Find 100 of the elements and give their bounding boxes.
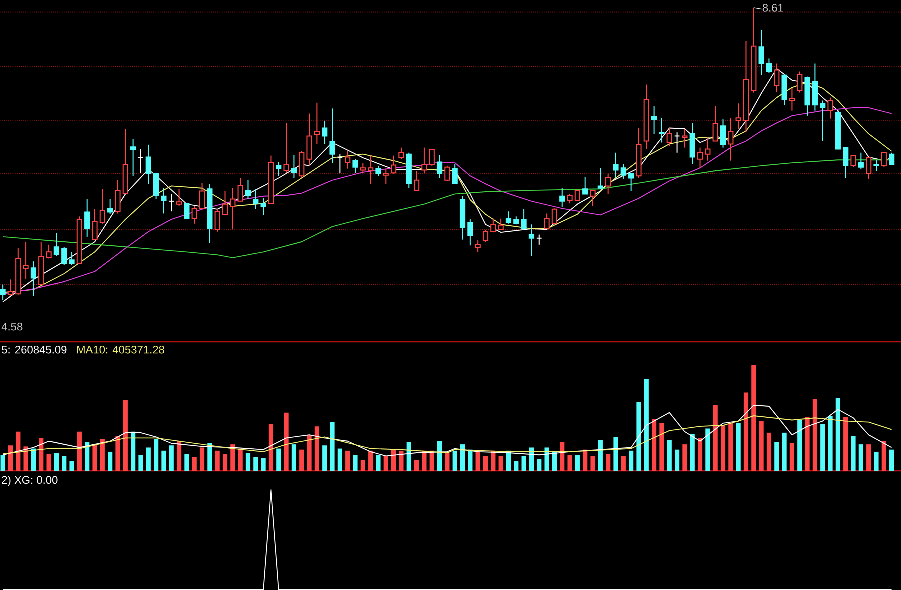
bar	[77, 432, 82, 472]
bar	[123, 400, 128, 472]
bar	[568, 455, 572, 472]
bar	[552, 452, 557, 472]
bar	[874, 452, 879, 472]
annotation: 8.61	[762, 4, 784, 12]
candlestick	[828, 97, 834, 120]
bar	[338, 448, 342, 472]
bar	[851, 436, 856, 472]
text: 2) XG: 0.00	[2, 476, 58, 486]
candlestick	[100, 188, 106, 224]
bar	[644, 378, 649, 472]
candlestick	[452, 164, 458, 185]
bar	[844, 417, 848, 472]
candlestick	[598, 168, 604, 190]
candlestick	[690, 122, 696, 165]
bar	[636, 402, 642, 472]
candlestick	[322, 120, 328, 145]
candlestick	[628, 172, 634, 192]
candlestick	[376, 165, 382, 177]
bar	[882, 441, 886, 472]
bar	[138, 455, 144, 472]
candlestick	[606, 173, 612, 195]
candlestick	[712, 106, 718, 142]
candlestick	[820, 100, 826, 142]
bar	[621, 456, 626, 472]
candlestick	[276, 162, 282, 177]
candlestick	[306, 113, 312, 166]
candlestick	[337, 154, 344, 174]
candlestick	[620, 164, 626, 180]
candlestick	[8, 279, 14, 297]
candlestick	[398, 147, 404, 160]
bar	[805, 417, 810, 472]
bar	[560, 442, 565, 472]
bar	[46, 454, 52, 472]
bar	[422, 450, 427, 472]
bar	[690, 434, 695, 472]
bar	[437, 441, 442, 472]
bar	[292, 444, 296, 472]
candlestick	[528, 224, 535, 258]
bar	[176, 441, 182, 472]
candlestick	[766, 58, 772, 74]
bar	[392, 450, 396, 472]
bar	[790, 444, 795, 472]
bar	[54, 453, 59, 472]
candlestick	[720, 119, 726, 148]
bar	[598, 440, 603, 472]
bar	[261, 458, 266, 472]
candlestick	[130, 138, 136, 177]
candlestick	[506, 211, 512, 224]
bar	[720, 426, 726, 472]
candlestick	[92, 208, 98, 240]
bar	[322, 446, 328, 472]
bar	[736, 423, 741, 472]
bar	[384, 456, 388, 472]
bar	[728, 423, 734, 472]
candlestick	[560, 188, 566, 208]
bar	[866, 444, 872, 472]
bar	[360, 460, 366, 472]
bar	[752, 365, 756, 472]
bar	[544, 448, 550, 472]
candlestick	[168, 194, 175, 212]
bar	[583, 450, 588, 472]
bar	[208, 444, 212, 472]
bar	[162, 450, 166, 472]
bar	[706, 428, 710, 472]
candlestick	[54, 232, 60, 258]
candlestick	[414, 170, 420, 192]
candlestick	[866, 157, 872, 180]
candlestick	[889, 152, 895, 166]
bar	[276, 448, 282, 472]
bar	[222, 454, 228, 472]
bar	[812, 399, 818, 472]
candlestick	[874, 160, 880, 172]
candlestick	[46, 244, 52, 260]
bar	[744, 392, 749, 472]
bar	[537, 459, 542, 472]
bar	[606, 454, 611, 472]
bar	[713, 405, 718, 472]
candlestick	[0, 284, 6, 300]
candlestick	[260, 198, 266, 216]
candlestick	[360, 162, 366, 174]
bar	[782, 432, 787, 472]
bar	[667, 440, 672, 472]
bar	[460, 444, 466, 472]
bar	[820, 424, 826, 472]
candlestick	[23, 242, 29, 280]
bar	[368, 450, 374, 472]
candlestick	[858, 152, 864, 170]
bar	[766, 432, 772, 472]
bar	[85, 442, 90, 472]
bar	[774, 442, 780, 472]
candlestick	[222, 190, 228, 215]
candlestick	[330, 108, 336, 164]
bar	[445, 452, 450, 472]
candlestick	[682, 128, 688, 148]
candlestick	[490, 218, 496, 234]
candlestick	[115, 180, 121, 214]
candlestick	[758, 30, 764, 76]
bar	[376, 455, 381, 472]
